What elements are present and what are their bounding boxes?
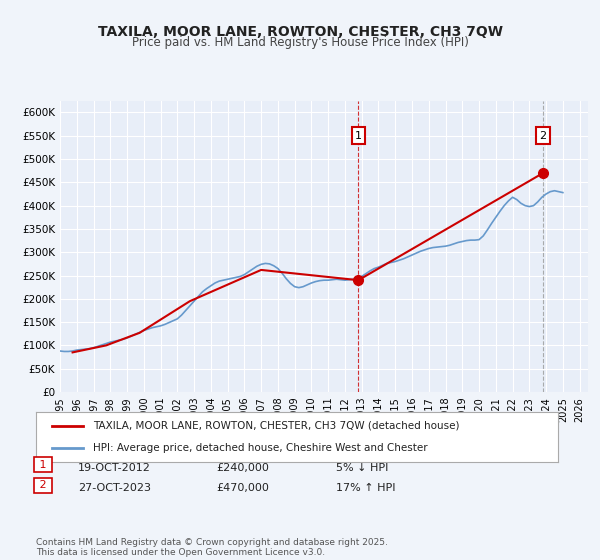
Text: Contains HM Land Registry data © Crown copyright and database right 2025.
This d: Contains HM Land Registry data © Crown c… [36, 538, 388, 557]
Text: 1: 1 [36, 460, 50, 470]
Text: TAXILA, MOOR LANE, ROWTON, CHESTER, CH3 7QW: TAXILA, MOOR LANE, ROWTON, CHESTER, CH3 … [97, 25, 503, 39]
Text: £470,000: £470,000 [216, 483, 269, 493]
Text: Price paid vs. HM Land Registry's House Price Index (HPI): Price paid vs. HM Land Registry's House … [131, 36, 469, 49]
Text: 5% ↓ HPI: 5% ↓ HPI [336, 463, 388, 473]
Text: 2: 2 [36, 480, 50, 491]
Text: TAXILA, MOOR LANE, ROWTON, CHESTER, CH3 7QW (detached house): TAXILA, MOOR LANE, ROWTON, CHESTER, CH3 … [94, 421, 460, 431]
Text: 2: 2 [539, 130, 547, 141]
Text: 27-OCT-2023: 27-OCT-2023 [78, 483, 151, 493]
Text: 17% ↑ HPI: 17% ↑ HPI [336, 483, 395, 493]
Text: HPI: Average price, detached house, Cheshire West and Chester: HPI: Average price, detached house, Ches… [94, 443, 428, 453]
Text: 19-OCT-2012: 19-OCT-2012 [78, 463, 151, 473]
Text: £240,000: £240,000 [216, 463, 269, 473]
Text: 1: 1 [355, 130, 362, 141]
